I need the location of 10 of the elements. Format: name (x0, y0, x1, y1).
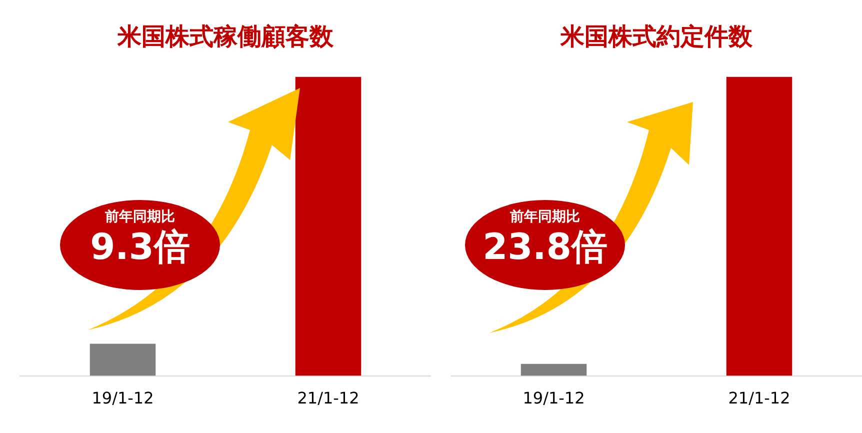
annotation: 前年同期比 (104, 208, 176, 226)
chart-title: 米国株式約定件数 (560, 22, 754, 51)
x-tick-label: 19/1-12 (522, 388, 585, 408)
annotation: 9.3倍 (89, 226, 191, 270)
x-tick-label: 21/1-12 (728, 388, 790, 408)
annotation: 23.8倍 (482, 226, 608, 270)
x-tick-label: 21/1-12 (297, 388, 360, 408)
x-tick-label: 19/1-12 (92, 388, 154, 408)
annotation: 前年同期比 (509, 208, 581, 226)
chart-title: 米国株式稼働顧客数 (116, 22, 334, 51)
